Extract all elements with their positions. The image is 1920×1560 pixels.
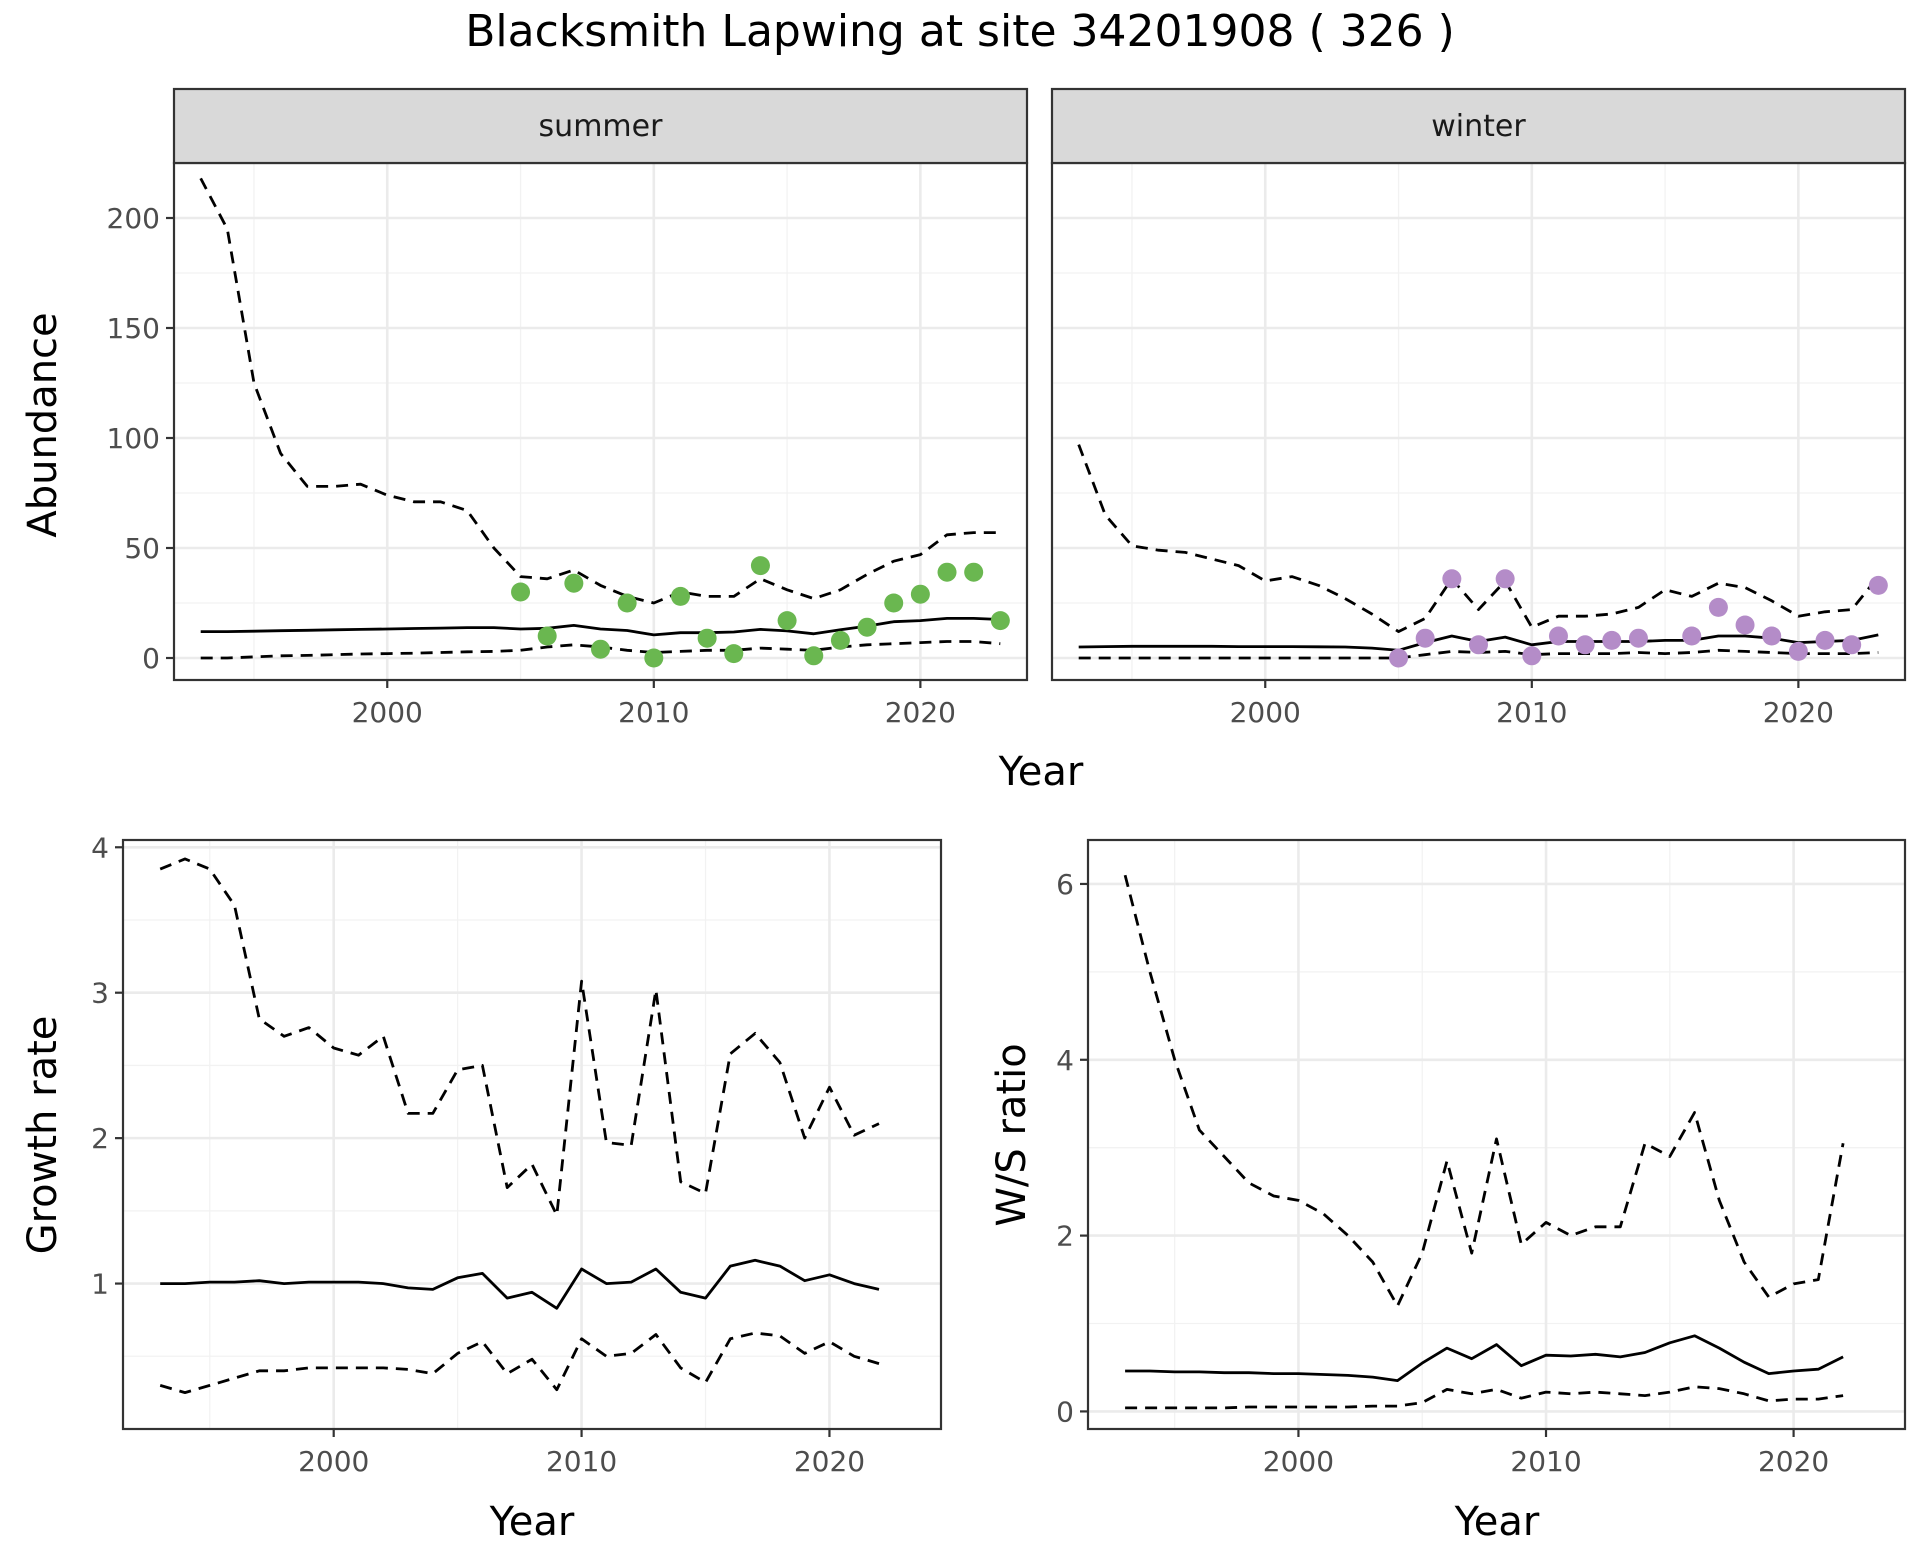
data-point <box>1708 597 1728 617</box>
y-tick-label: 3 <box>91 977 109 1010</box>
data-point <box>777 611 797 631</box>
series-line-mean <box>160 1258 880 1310</box>
series-line-upper <box>1123 874 1845 1308</box>
x-tick-label: 2010 <box>1510 1445 1581 1478</box>
series-line-upper <box>159 857 880 1217</box>
panel-background <box>174 163 1027 680</box>
growth-rate-panel: 2000 2010 2020 1 2 3 4 <box>91 831 943 1478</box>
y-tick-label: 1 <box>91 1268 109 1301</box>
series-line-upper <box>1077 444 1880 633</box>
y-tick-label: 0 <box>142 642 160 675</box>
x-tick-label: 2010 <box>546 1445 617 1478</box>
data-point <box>511 582 531 602</box>
y-tick-label: 100 <box>107 422 160 455</box>
data-point <box>1522 646 1542 666</box>
facet-strip-label: summer <box>539 109 664 144</box>
data-point <box>857 617 877 637</box>
data-point <box>644 648 664 668</box>
data-point <box>964 562 984 582</box>
data-point <box>724 644 744 664</box>
data-point <box>1868 575 1888 595</box>
data-point <box>750 556 770 576</box>
data-point <box>990 611 1010 631</box>
data-point <box>1602 630 1622 650</box>
x-tick-label: 2020 <box>794 1445 865 1478</box>
facet-strip <box>1050 87 1907 165</box>
data-point <box>670 586 690 606</box>
ws-y-axis-title: W/S ratio <box>989 1043 1035 1226</box>
y-tick-label: 6 <box>1056 868 1074 901</box>
x-tick-label: 2010 <box>1496 696 1567 729</box>
data-point <box>910 584 930 604</box>
x-tick-label: 2000 <box>1263 1445 1334 1478</box>
top-y-axis-title: Abundance <box>20 312 66 537</box>
data-point <box>1788 641 1808 661</box>
data-point <box>1469 635 1488 655</box>
y-tick-label: 150 <box>107 312 160 345</box>
data-point <box>1389 648 1409 668</box>
data-point <box>1762 626 1782 646</box>
data-point <box>537 626 557 646</box>
data-point <box>1548 626 1568 646</box>
y-tick-label: 0 <box>1056 1395 1074 1428</box>
data-point <box>1842 635 1862 655</box>
y-tick-label: 200 <box>107 202 160 235</box>
data-point <box>1682 626 1702 646</box>
x-tick-label: 2020 <box>1763 696 1834 729</box>
data-point <box>937 562 957 582</box>
chart-title: Blacksmith Lapwing at site 34201908 ( 32… <box>465 6 1455 57</box>
panel-border <box>121 838 943 1431</box>
ws-ratio-panel: 2000 2010 2020 0 2 4 6 <box>1056 838 1907 1478</box>
winter-panel: winter 2000 2010 2020 <box>1050 87 1907 729</box>
facet-strip <box>172 87 1029 165</box>
series-line-lower <box>1125 1385 1844 1410</box>
data-point <box>1815 630 1835 650</box>
x-tick-label: 2020 <box>1758 1445 1829 1478</box>
data-point <box>564 573 584 593</box>
x-tick-label: 2010 <box>618 696 689 729</box>
data-point <box>1495 569 1515 589</box>
y-tick-label: 2 <box>1056 1220 1074 1253</box>
series-line-lower <box>159 1331 880 1394</box>
x-tick-label: 2000 <box>298 1445 369 1478</box>
data-point <box>804 646 824 666</box>
series-line-mean <box>1125 1334 1844 1382</box>
panel-background <box>1088 840 1905 1429</box>
x-tick-label: 2000 <box>1230 696 1301 729</box>
data-point <box>617 593 637 613</box>
panel-background <box>123 840 941 1429</box>
x-tick-label: 2020 <box>885 696 956 729</box>
series-line-upper <box>199 177 1001 605</box>
data-point <box>1415 628 1435 648</box>
data-point <box>1575 635 1595 655</box>
x-tick-label: 2000 <box>352 696 423 729</box>
y-tick-label: 50 <box>124 532 160 565</box>
panel-border <box>1086 838 1907 1431</box>
ws-x-axis-title: Year <box>1454 1499 1540 1545</box>
data-point <box>1628 628 1648 648</box>
top-x-axis-title: Year <box>998 749 1084 795</box>
growth-y-axis-title: Growth rate <box>20 1016 66 1255</box>
panel-background <box>1052 163 1905 680</box>
data-point <box>884 593 904 613</box>
data-point <box>1735 615 1755 635</box>
data-point <box>697 628 717 648</box>
facet-strip-label: winter <box>1431 109 1526 144</box>
growth-x-axis-title: Year <box>489 1499 575 1545</box>
y-tick-label: 4 <box>1056 1044 1074 1077</box>
data-point <box>591 639 610 659</box>
y-tick-label: 4 <box>91 831 109 864</box>
data-point <box>1442 569 1462 589</box>
y-tick-label: 2 <box>91 1122 109 1155</box>
data-point <box>830 630 850 650</box>
summer-panel: summer 2000 2010 2020 0 50 100 150 200 <box>107 87 1029 729</box>
